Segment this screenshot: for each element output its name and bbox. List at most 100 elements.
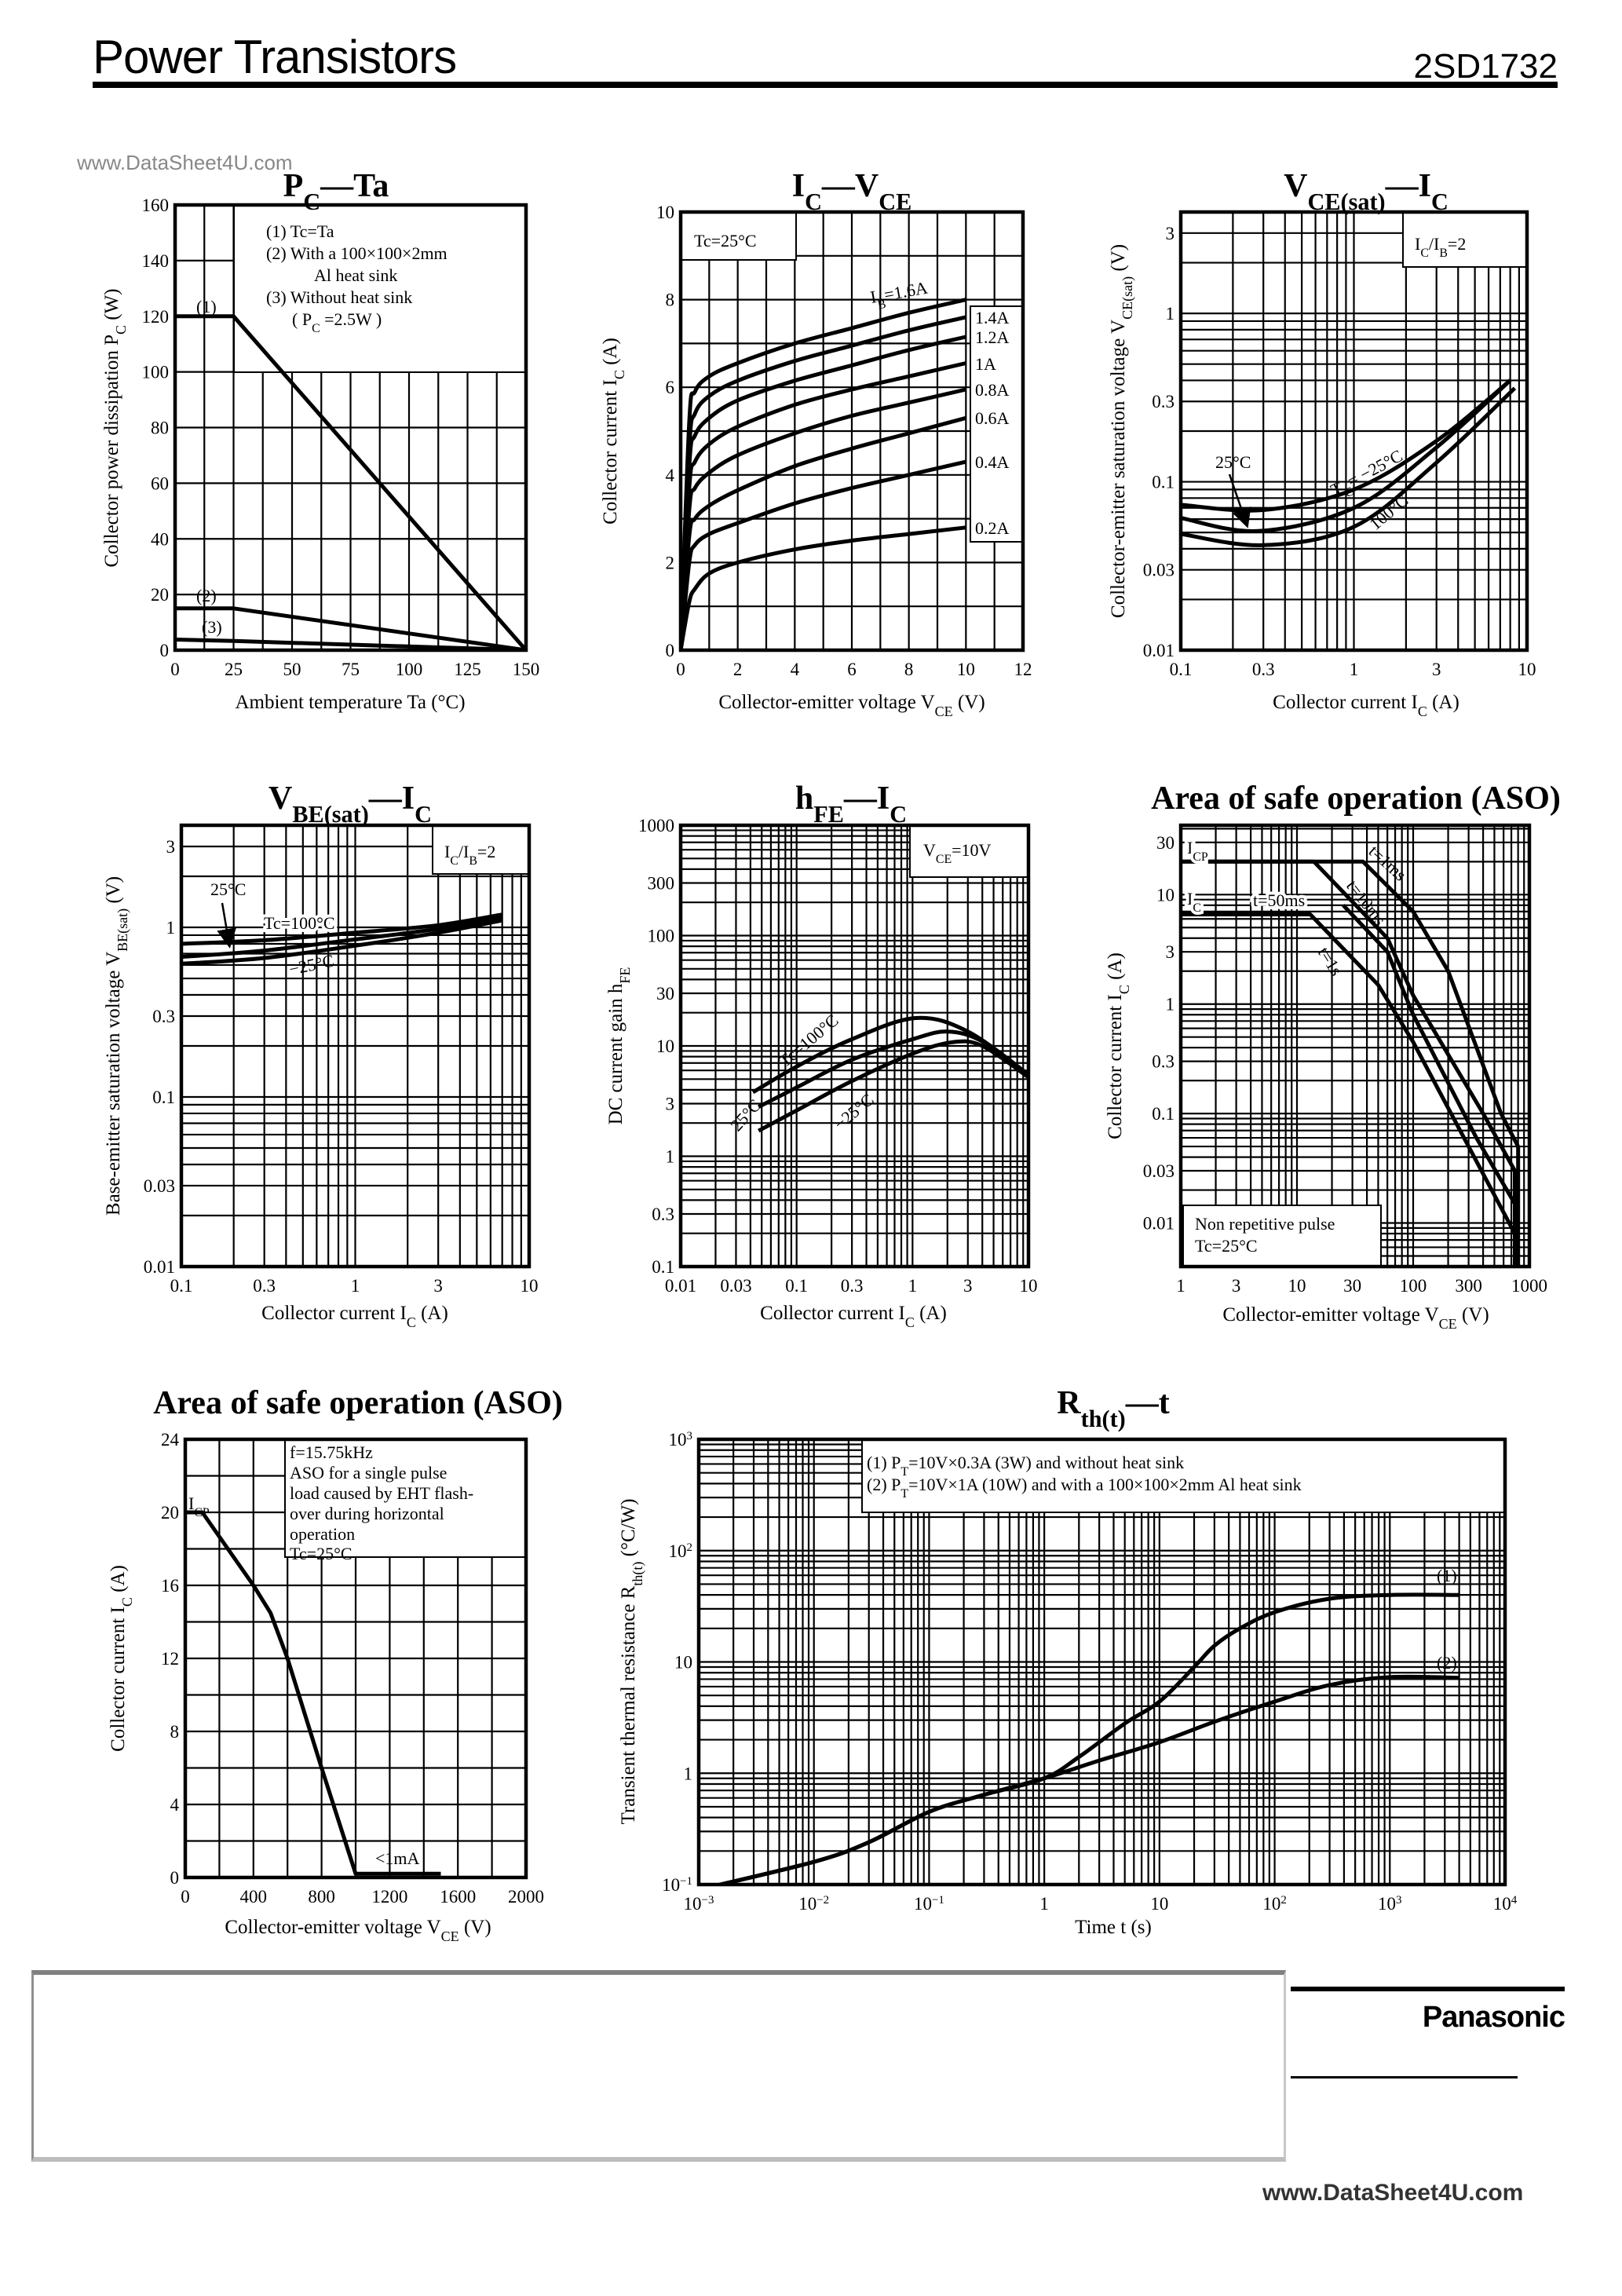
text-part: CE: [935, 704, 953, 719]
text-part: Collector-emitter voltage V: [225, 1917, 440, 1938]
x-tick-label: 2: [733, 660, 743, 679]
y-tick-label: 0: [160, 641, 170, 660]
footer-divider-top: [1291, 1987, 1565, 1991]
text-part: 2: [687, 1541, 692, 1554]
y-axis-label: Transient thermal resistance Rth(t) (°C/…: [618, 1499, 646, 1825]
y-tick-label: 1: [666, 1147, 675, 1167]
text-part: Collector current I: [1105, 994, 1126, 1139]
grid: [181, 825, 529, 1267]
y-tick-label: 3: [166, 837, 176, 857]
annotation: Tc=25°C: [694, 231, 757, 250]
y-tick-label: 102: [669, 1541, 692, 1561]
text-part: —t: [1125, 1385, 1170, 1421]
x-tick-label: 75: [342, 660, 360, 679]
text-part: B: [469, 854, 477, 868]
text-part: P: [283, 168, 304, 204]
y-axis-label: Collector-emitter saturation voltage VCE…: [1108, 244, 1136, 618]
y-tick-label: 0.3: [1152, 392, 1174, 411]
text-part: Transient thermal resistance R: [618, 1585, 639, 1824]
text-part: C: [890, 801, 907, 828]
annotation: <1mA: [375, 1848, 420, 1868]
text-part: 10: [684, 1894, 702, 1914]
series-line-2: [181, 915, 503, 960]
chart-title: VBE(sat)—IC: [269, 781, 432, 828]
y-tick-label: 8: [170, 1722, 180, 1742]
y-tick-label: 1: [1166, 995, 1175, 1015]
text-part: 2: [1280, 1894, 1286, 1907]
y-tick-label: 300: [648, 873, 675, 893]
y-tick-label: 0.03: [1143, 1161, 1174, 1181]
text-part: (A): [416, 1303, 448, 1324]
text-part: C: [113, 325, 129, 335]
text-part: B: [1439, 247, 1448, 260]
x-axis-label: Collector-emitter voltage VCE (V): [225, 1917, 491, 1944]
series-line-4: [1181, 912, 1517, 1267]
text-part: ( P: [292, 309, 312, 329]
chart-title: Area of safe operation (ASO): [153, 1385, 563, 1421]
watermark-link-bottom[interactable]: www.DataSheet4U.com: [1262, 2180, 1524, 2206]
text-part: 10: [1262, 1894, 1280, 1914]
annotation: IB=1.6A: [869, 277, 930, 313]
text-part: I: [444, 842, 450, 861]
y-tick-label: 4: [170, 1795, 180, 1815]
annotation: Tc=25°C: [1195, 1236, 1258, 1256]
text-part: C: [450, 854, 458, 868]
text-part: 10: [1378, 1894, 1396, 1914]
plot-frame: [678, 823, 1031, 1269]
watermark-link[interactable]: www.DataSheet4U.com: [77, 151, 293, 174]
x-tick-label: 4: [791, 660, 800, 679]
text-part: (V): [953, 692, 985, 713]
text-part: Base-emitter saturation voltage V: [103, 952, 124, 1216]
x-tick-label: 3: [1432, 660, 1441, 679]
y-tick-label: 1: [1166, 304, 1175, 324]
series-line-3: [758, 1039, 1028, 1133]
x-tick-label: 1: [1176, 1276, 1185, 1296]
x-axis-label: Collector-emitter voltage VCE (V): [718, 692, 985, 719]
annotation: 25°C: [210, 879, 246, 899]
text-part: (2) P: [867, 1475, 901, 1494]
text-part: /I: [458, 842, 469, 861]
plot-frame: [696, 1437, 1507, 1887]
x-tick-label: 0.3: [1252, 660, 1275, 679]
text-part: 10: [798, 1894, 816, 1914]
y-tick-label: 10−1: [662, 1875, 692, 1895]
text-part: I: [869, 287, 879, 307]
x-axis-label: Collector current IC (A): [1273, 692, 1459, 719]
grid: [681, 825, 1028, 1267]
y-tick-label: 3: [1166, 224, 1175, 243]
x-tick-label: 10: [1020, 1276, 1038, 1296]
series-line-4: [681, 361, 966, 650]
annotation: ICP: [1187, 838, 1208, 864]
text-part: C: [119, 1597, 135, 1607]
y-tick-label: 1: [684, 1764, 693, 1783]
text-part: (V): [1457, 1304, 1489, 1325]
y-tick-label: 3: [1166, 942, 1175, 962]
x-tick-label: 400: [240, 1887, 268, 1907]
text-part: (A): [915, 1303, 947, 1324]
text-part: =10V×0.3A (3W) and without heat sink: [908, 1453, 1184, 1472]
plot-frame: [1178, 823, 1532, 1269]
x-tick-label: 10: [1518, 660, 1536, 679]
x-tick-label: 3: [963, 1276, 973, 1296]
x-tick-label: 0.3: [253, 1276, 276, 1296]
text-part: FE: [617, 967, 633, 984]
y-axis-label: Collector current IC (A): [108, 1565, 135, 1752]
y-tick-label: 0: [666, 641, 675, 660]
annotation: ICP: [188, 1493, 210, 1519]
y-tick-label: 0: [170, 1868, 180, 1888]
annotation: ( PC =2.5W ): [292, 309, 382, 335]
text-part: 10: [669, 1541, 687, 1561]
text-part: (A): [1105, 952, 1126, 985]
chart-7: 0 400 800 1200 1600 2000 0 4 8 12 16 20 24 Area of sa…: [108, 1385, 563, 1944]
text-part: =10V: [952, 840, 991, 860]
annotation: −25°C: [830, 1089, 877, 1133]
annotation: (2) PT=10V×1A (10W) and with a 100×100×2…: [867, 1475, 1302, 1501]
text-part: BE(sat): [115, 909, 131, 952]
chart-title: VCE(sat)—IC: [1284, 168, 1448, 215]
annotation: 1A: [975, 354, 996, 374]
x-tick-label: 0.1: [1170, 660, 1193, 679]
y-tick-label: 10: [674, 1653, 692, 1673]
text-part: Collector power dissipation P: [101, 335, 122, 568]
text-part: Collector current I: [600, 379, 621, 525]
plot-frame: [179, 823, 532, 1269]
